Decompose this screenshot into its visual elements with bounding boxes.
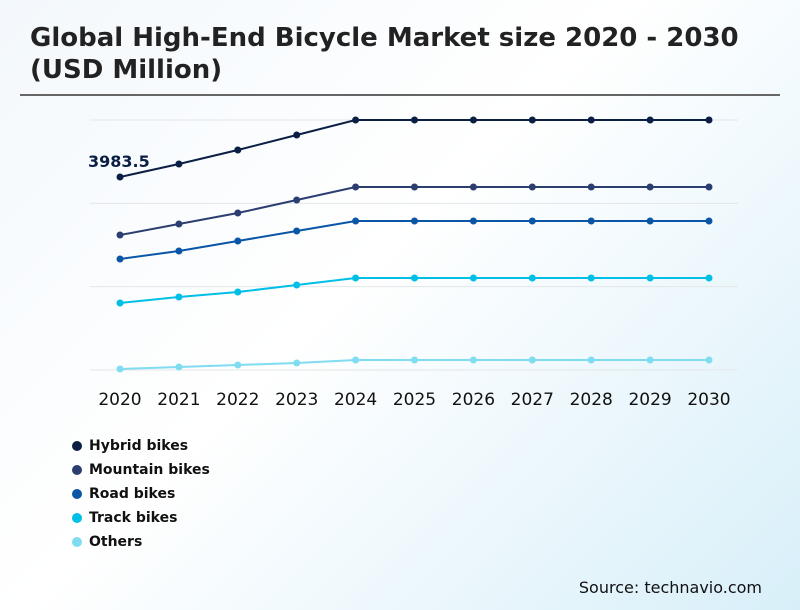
legend-label: Road bikes — [89, 486, 176, 502]
data-point — [293, 131, 301, 139]
data-label: 3983.5 — [88, 152, 150, 171]
series-line — [119, 186, 709, 237]
data-point — [646, 116, 654, 124]
x-tick-label: 2024 — [334, 390, 377, 410]
x-tick-label: 2025 — [393, 390, 436, 410]
legend: Hybrid bikes Mountain bikes Road bikes Trac… — [72, 434, 210, 554]
data-point — [411, 274, 418, 282]
data-point — [705, 356, 713, 364]
data-point — [293, 196, 301, 204]
data-point — [528, 217, 536, 225]
data-point — [352, 116, 360, 124]
x-tick-label: 2021 — [157, 390, 200, 410]
data-point — [469, 116, 477, 124]
data-point — [528, 356, 536, 364]
x-tick-label: 2022 — [216, 390, 259, 410]
legend-marker — [72, 513, 82, 523]
chart-title: Global High-End Bicycle Market size 2020… — [30, 23, 739, 85]
data-point — [705, 274, 713, 282]
series-line — [119, 119, 709, 178]
data-point — [646, 274, 654, 282]
series-line — [119, 276, 709, 304]
data-point — [587, 356, 595, 364]
data-point — [705, 217, 713, 225]
data-point — [234, 237, 242, 245]
data-point — [116, 365, 124, 373]
legend-marker — [72, 441, 82, 451]
data-point — [293, 227, 301, 235]
data-point — [116, 255, 124, 263]
data-point — [352, 217, 360, 225]
x-tick-label: 2026 — [452, 390, 495, 410]
data-point — [352, 183, 360, 191]
title-divider — [20, 94, 780, 96]
legend-item: Mountain bikes — [72, 458, 210, 482]
data-point — [234, 146, 242, 154]
data-point — [469, 274, 477, 282]
data-point — [469, 183, 477, 191]
x-tick-label: 2029 — [628, 390, 671, 410]
data-point — [175, 293, 183, 301]
legend-item: Others — [72, 530, 210, 554]
data-point — [587, 274, 595, 282]
data-point — [352, 356, 360, 364]
data-point — [411, 116, 418, 124]
data-point — [234, 209, 242, 217]
legend-marker — [72, 537, 82, 547]
legend-marker — [72, 489, 82, 499]
data-point — [528, 116, 536, 124]
data-point — [587, 116, 595, 124]
data-point — [587, 183, 595, 191]
legend-item: Track bikes — [72, 506, 210, 530]
source-label: Source: technavio.com — [578, 578, 762, 597]
data-point — [646, 183, 654, 191]
data-point — [646, 217, 654, 225]
data-point — [116, 299, 124, 307]
x-tick-label: 2023 — [275, 390, 318, 410]
x-tick-label: 2028 — [570, 390, 613, 410]
data-point — [175, 363, 183, 371]
data-point — [116, 173, 124, 181]
legend-label: Track bikes — [89, 510, 178, 526]
legend-item: Hybrid bikes — [72, 434, 210, 458]
line-chart: 2020 2021 2022 2023 2024 2025 2026 2027 2028 2029… — [88, 116, 738, 410]
data-point — [293, 359, 301, 367]
data-point — [352, 274, 360, 282]
data-point — [116, 231, 124, 239]
data-point — [528, 274, 536, 282]
data-point — [234, 361, 242, 369]
data-point — [175, 220, 183, 228]
data-point — [293, 281, 301, 289]
data-point — [411, 183, 418, 191]
data-point — [646, 356, 654, 364]
x-tick-label: 2020 — [98, 390, 141, 410]
data-point — [705, 116, 713, 124]
x-tick-label: 2027 — [511, 390, 554, 410]
data-point — [175, 247, 183, 255]
legend-item: Road bikes — [72, 482, 210, 506]
data-point — [528, 183, 536, 191]
data-point — [587, 217, 595, 225]
series-line — [119, 219, 709, 260]
data-point — [705, 183, 713, 191]
data-point — [411, 217, 418, 225]
data-point — [469, 356, 477, 364]
data-point — [411, 356, 418, 364]
x-tick-label: 2030 — [687, 390, 730, 410]
legend-label: Others — [89, 534, 143, 550]
data-point — [469, 217, 477, 225]
data-point — [234, 288, 242, 296]
legend-label: Mountain bikes — [89, 462, 210, 478]
legend-label: Hybrid bikes — [89, 438, 189, 454]
data-point — [175, 160, 183, 168]
legend-marker — [72, 465, 82, 475]
